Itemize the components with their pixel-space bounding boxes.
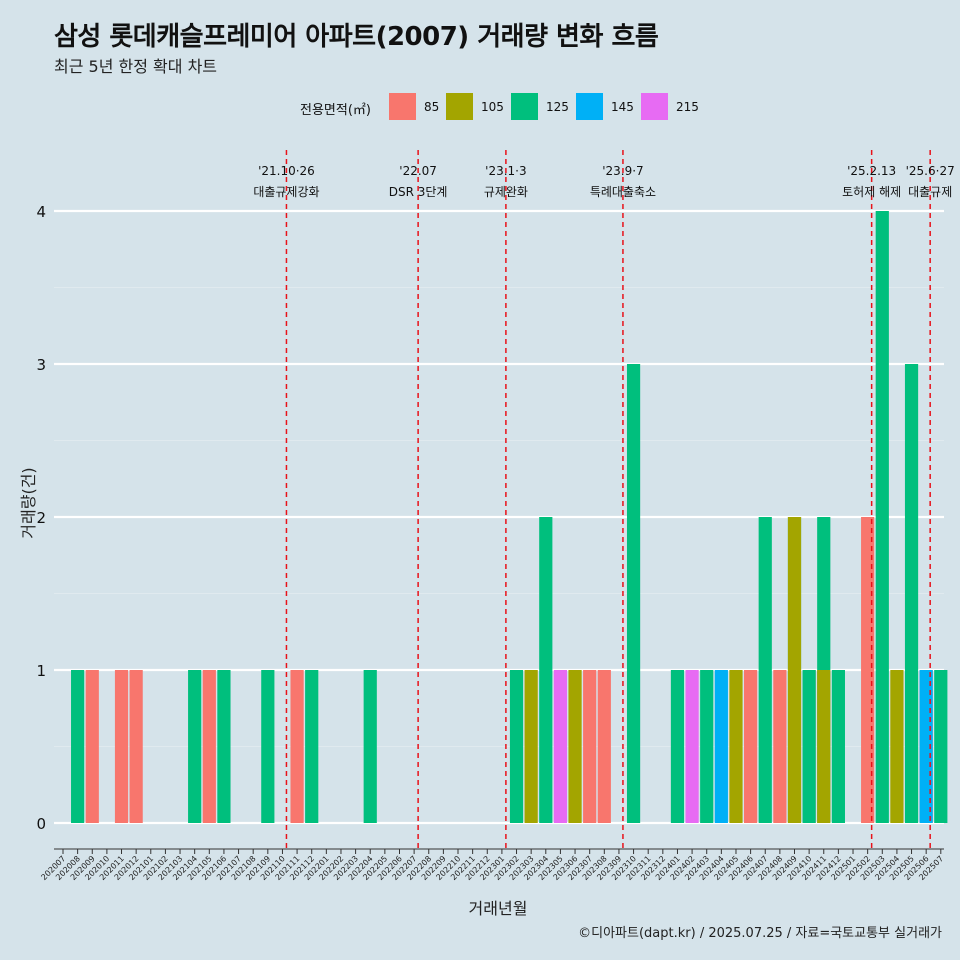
y-tick-label-0: 0 bbox=[36, 815, 46, 833]
bar-202404-85-2 bbox=[744, 670, 758, 823]
bar-202302-215-3 bbox=[553, 670, 568, 823]
bar-202011-85-0 bbox=[114, 670, 129, 823]
bar-202502-125-1 bbox=[875, 211, 889, 823]
bar-202506-125-1 bbox=[934, 670, 948, 823]
bar-202404-145-0 bbox=[714, 670, 728, 823]
legend-swatch-85 bbox=[389, 93, 416, 120]
bar-202404-105-1 bbox=[729, 670, 743, 823]
bar-202502-105-2 bbox=[890, 670, 904, 823]
bar-202404-125-3 bbox=[758, 517, 772, 823]
bar-202502-85-0 bbox=[861, 517, 875, 823]
bar-202307-85-0 bbox=[583, 670, 597, 823]
bar-202111-125-1 bbox=[305, 670, 319, 823]
bar-202302-125-0 bbox=[509, 670, 524, 823]
bar-202307-85-1 bbox=[597, 670, 611, 823]
bar-202409-105-0 bbox=[787, 517, 802, 823]
bar-202502-125-3 bbox=[904, 364, 919, 823]
y-tick-label-2: 2 bbox=[36, 509, 46, 527]
bar-202310-125-0 bbox=[626, 364, 641, 823]
legend-label-145: 145 bbox=[611, 100, 634, 114]
legend-label-125: 125 bbox=[546, 100, 569, 114]
y-tick-label-1: 1 bbox=[36, 662, 46, 680]
legend-label-85: 85 bbox=[424, 100, 440, 114]
bar-202302-105-4 bbox=[568, 670, 582, 823]
event-label-202309: 특례대출축소 bbox=[590, 185, 656, 199]
bar-202302-125-2 bbox=[539, 517, 553, 823]
event-date-202207: '22.07 bbox=[399, 164, 437, 178]
event-date-202502: '25.2.13 bbox=[847, 164, 896, 178]
event-date-202301: '23.1·3 bbox=[485, 164, 526, 178]
x-axis-label: 거래년월 bbox=[469, 899, 528, 918]
event-label-202110: 대출규제강화 bbox=[253, 185, 319, 199]
legend-label-105: 105 bbox=[481, 100, 504, 114]
event-annotations: '21.10·26 대출규제강화 '22.07 DSR 3단계 '23.1·3 규제완화 '… bbox=[253, 164, 954, 199]
bar-202204-125-0 bbox=[363, 670, 377, 823]
legend-title: 전용면적(㎡) bbox=[300, 103, 371, 118]
bar-202111-85-0 bbox=[290, 670, 304, 823]
chart-subtitle: 최근 5년 한정 확대 차트 bbox=[54, 57, 218, 76]
legend-swatch-125 bbox=[511, 93, 538, 120]
y-tick-label-3: 3 bbox=[36, 356, 46, 374]
legend-swatch-145 bbox=[576, 93, 603, 120]
bar-202404-85-4 bbox=[773, 670, 787, 823]
bar-202008-85-1 bbox=[85, 670, 99, 823]
y-axis-label: 거래량(건) bbox=[19, 467, 38, 538]
event-label-202506: 대출규제 bbox=[908, 185, 952, 199]
bar-202011-85-1 bbox=[129, 670, 143, 823]
bar-202302-105-1 bbox=[524, 670, 538, 823]
event-label-202301: 규제완화 bbox=[484, 185, 528, 199]
event-label-202502: 토허제 해제 bbox=[842, 185, 901, 199]
chart-title: 삼성 롯데캐슬프레미어 아파트(2007) 거래량 변화 흐름 bbox=[54, 22, 659, 52]
bar-202401-125-0 bbox=[670, 670, 685, 823]
legend: 전용면적(㎡) 85 105 125 145 215 bbox=[0, 92, 960, 122]
source-caption: ©디아파트(dapt.kr) / 2025.07.25 / 자료=국토교통부 실… bbox=[578, 926, 942, 941]
event-date-202110: '21.10·26 bbox=[258, 164, 315, 178]
bar-202401-125-2 bbox=[700, 670, 714, 823]
bar-202104-85-1 bbox=[202, 670, 216, 823]
bar-series bbox=[71, 211, 948, 823]
legend-swatch-105 bbox=[446, 93, 473, 120]
bar-202409-105-2 bbox=[817, 670, 831, 823]
legend-label-215: 215 bbox=[676, 100, 699, 114]
event-label-202207: DSR 3단계 bbox=[389, 185, 448, 199]
y-axis: 0 1 2 3 4 bbox=[36, 203, 46, 833]
event-date-202309: '23.9·7 bbox=[602, 164, 643, 178]
event-date-202506: '25.6·27 bbox=[906, 164, 955, 178]
legend-swatch-215 bbox=[641, 93, 668, 120]
bar-202109-125-0 bbox=[261, 670, 275, 823]
bar-202008-125-0 bbox=[71, 670, 85, 823]
x-axis: 2020072020082020092020102020112020122021… bbox=[39, 848, 945, 882]
bar-202104-125-2 bbox=[217, 670, 231, 823]
bar-202104-125-0 bbox=[188, 670, 202, 823]
bar-202409-125-1 bbox=[802, 670, 816, 823]
y-tick-label-4: 4 bbox=[36, 203, 46, 221]
bar-202409-125-3 bbox=[831, 670, 845, 823]
bar-202401-215-1 bbox=[685, 670, 699, 823]
